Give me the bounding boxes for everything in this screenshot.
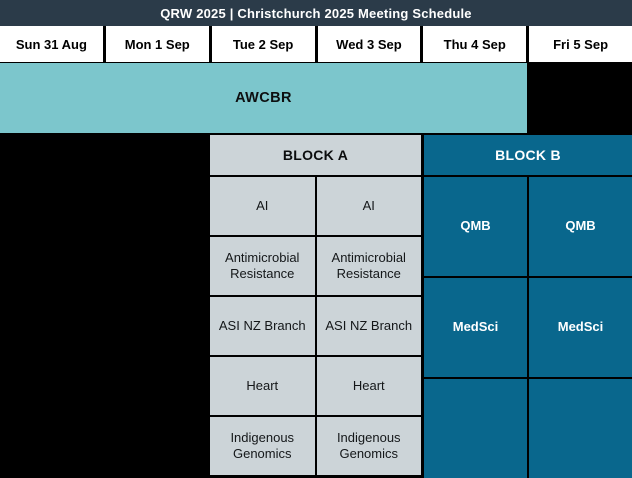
day-header-row: Sun 31 Aug Mon 1 Sep Tue 2 Sep Wed 3 Sep… (0, 26, 632, 63)
empty-black-region-left (0, 135, 210, 478)
session-cell-qmb-fri: QMB (529, 177, 632, 276)
session-cell-ai-wed: AI (316, 177, 421, 235)
block-a-grid: AI AI Antimicrobial Resistance Antimicro… (210, 177, 421, 478)
session-cell-qmb-thu: QMB (424, 177, 527, 276)
session-cell-empty-thu (424, 379, 527, 478)
block-b-header: BLOCK B (424, 135, 632, 175)
schedule-title-bar: QRW 2025 | Christchurch 2025 Meeting Sch… (0, 0, 632, 26)
day-header-tue: Tue 2 Sep (211, 26, 315, 62)
session-cell-empty-fri (529, 379, 632, 478)
session-cell-amr-tue: Antimicrobial Resistance (210, 237, 315, 295)
session-cell-asi-wed: ASI NZ Branch (316, 297, 421, 355)
day-header-fri: Fri 5 Sep (529, 26, 632, 62)
day-header-mon: Mon 1 Sep (105, 26, 209, 62)
session-cell-medsci-thu: MedSci (424, 278, 527, 377)
session-cell-amr-wed: Antimicrobial Resistance (316, 237, 421, 295)
day-header-sun: Sun 31 Aug (0, 26, 103, 62)
session-cell-asi-tue: ASI NZ Branch (210, 297, 315, 355)
awcbr-band-row: AWCBR (0, 63, 632, 133)
empty-black-region-fri (527, 63, 632, 133)
day-header-thu: Thu 4 Sep (423, 26, 527, 62)
schedule-title: QRW 2025 | Christchurch 2025 Meeting Sch… (160, 5, 472, 21)
session-cell-medsci-fri: MedSci (529, 278, 632, 377)
awcbr-label: AWCBR (235, 90, 292, 106)
day-header-wed: Wed 3 Sep (317, 26, 421, 62)
block-a-section: BLOCK A AI AI Antimicrobial Resistance A… (210, 135, 421, 478)
block-b-grid: QMB QMB MedSci MedSci (424, 177, 632, 478)
block-b-section: BLOCK B QMB QMB MedSci MedSci (421, 135, 632, 478)
session-cell-ig-tue: Indigenous Genomics (210, 417, 315, 475)
session-cell-heart-wed: Heart (316, 357, 421, 415)
awcbr-session-cell: AWCBR (0, 63, 527, 133)
session-cell-ai-tue: AI (210, 177, 315, 235)
schedule-body: BLOCK A AI AI Antimicrobial Resistance A… (0, 133, 632, 478)
block-a-header: BLOCK A (210, 135, 421, 175)
session-cell-heart-tue: Heart (210, 357, 315, 415)
session-cell-ig-wed: Indigenous Genomics (316, 417, 421, 475)
